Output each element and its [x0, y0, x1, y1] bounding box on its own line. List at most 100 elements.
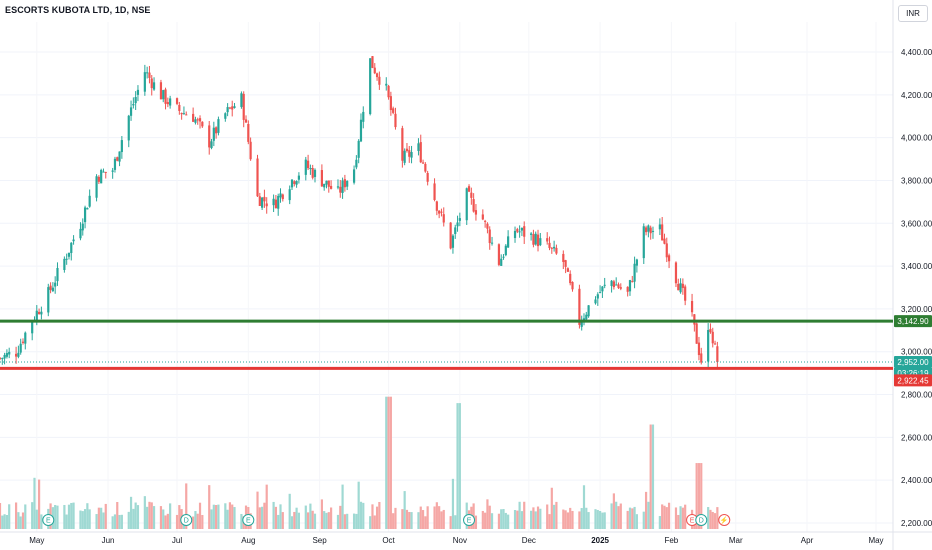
volume-bar	[362, 502, 365, 529]
candle-body	[488, 229, 491, 244]
countdown-tag	[894, 368, 932, 380]
time-axis[interactable]: May Jun Jul Aug Sep Oct Nov Dec 2025 Feb Mar Apr May	[29, 536, 883, 545]
volume-bar	[175, 514, 179, 529]
dividend-icon	[180, 514, 193, 526]
volume-bar	[95, 514, 98, 529]
volume-bar	[111, 516, 114, 529]
candle-body	[619, 287, 622, 289]
candle-body	[175, 98, 179, 104]
volume-bar	[458, 403, 461, 529]
candle-body	[534, 233, 537, 245]
candle-body	[387, 85, 390, 98]
candle-body	[362, 111, 365, 122]
y-tick-label: 4,400.00	[901, 48, 932, 57]
x-tick-label: Nov	[453, 536, 467, 545]
volume-bar	[385, 396, 388, 529]
volume-bar	[389, 396, 392, 529]
earnings-label: E	[246, 518, 251, 525]
volume-bar	[72, 502, 75, 529]
split-event-marker[interactable]: ⚡	[718, 514, 731, 526]
lower-level-tag	[894, 374, 932, 387]
candle-body	[707, 329, 710, 362]
dividend-event-marker[interactable]: D	[180, 514, 193, 526]
price-axis[interactable]: 4,400.00 4,200.00 4,000.00 3,800.00 3,600.00…	[901, 48, 932, 528]
volume-bar	[258, 507, 261, 529]
event-markers[interactable]: E D E E E D ⚡	[42, 514, 731, 526]
candle-body	[598, 292, 602, 294]
candle-body	[49, 285, 52, 290]
volume-bar	[642, 511, 645, 529]
volume-bar	[311, 510, 314, 529]
volume-bar	[617, 506, 620, 529]
volume-bar	[615, 501, 618, 529]
candle-body	[392, 108, 395, 113]
volume-bar	[152, 506, 156, 529]
volume-bar	[228, 502, 232, 529]
volume-bar	[644, 491, 648, 529]
candle-body	[472, 199, 475, 212]
volume-bar	[31, 502, 34, 529]
candle-body	[226, 107, 229, 113]
volume-bar	[56, 505, 59, 529]
volume-bar	[442, 509, 445, 529]
volume-bar	[339, 505, 342, 529]
earnings-event-marker[interactable]: E	[463, 514, 476, 526]
volume-bar	[401, 509, 404, 529]
candle-body	[513, 230, 517, 239]
candle-body	[378, 76, 381, 85]
volume-bar	[136, 505, 140, 529]
volume-bar	[550, 487, 553, 529]
volume-bar	[65, 514, 68, 529]
candle-body	[166, 102, 169, 105]
volume-bar	[371, 504, 374, 529]
volume-bar	[79, 510, 82, 529]
candle-body	[0, 357, 2, 359]
candle-body	[72, 239, 75, 242]
volume-bar	[352, 513, 356, 529]
volume-bar	[81, 511, 84, 529]
earnings-event-marker[interactable]: E	[242, 514, 255, 526]
volume-bar	[290, 516, 294, 529]
volume-bar	[162, 509, 165, 529]
volume-bar	[231, 504, 234, 529]
volume-bar	[695, 463, 698, 529]
candle-body	[433, 183, 436, 200]
volume-bar	[507, 514, 510, 529]
candle-body	[684, 286, 687, 301]
candle-body	[490, 242, 494, 244]
candle-body	[467, 186, 471, 192]
earnings-event-marker[interactable]: E	[686, 514, 699, 526]
candle-body	[113, 158, 117, 170]
volume-bar	[83, 509, 87, 529]
volume-bar	[226, 509, 229, 529]
volume-bar	[120, 514, 123, 529]
candle-body	[371, 56, 374, 68]
candle-body	[320, 170, 323, 187]
volume-bar	[426, 506, 429, 529]
x-tick-label: Aug	[241, 536, 255, 545]
volume-bar	[534, 511, 537, 529]
candle-body	[35, 310, 38, 321]
volume-bar	[405, 509, 409, 529]
currency-button[interactable]: INR	[898, 5, 928, 22]
candle-body	[440, 211, 443, 213]
candle-body	[104, 171, 107, 173]
candle-body	[661, 224, 664, 241]
candle-body	[256, 158, 259, 197]
dividend-event-marker[interactable]: D	[695, 514, 708, 526]
candle-body	[610, 280, 613, 286]
volume-bar	[129, 496, 133, 529]
x-tick-label: Oct	[382, 536, 395, 545]
volume-bar	[357, 481, 360, 529]
candle-body	[555, 247, 558, 254]
candle-body	[182, 113, 186, 115]
candle-body	[88, 195, 91, 207]
y-tick-label: 2,600.00	[901, 433, 932, 442]
candle-body	[394, 113, 397, 128]
volume-bar	[424, 516, 427, 529]
earnings-event-marker[interactable]: E	[42, 514, 55, 526]
candle-body	[451, 235, 455, 248]
x-tick-label: Jun	[102, 536, 115, 545]
volume-bar	[546, 504, 549, 529]
